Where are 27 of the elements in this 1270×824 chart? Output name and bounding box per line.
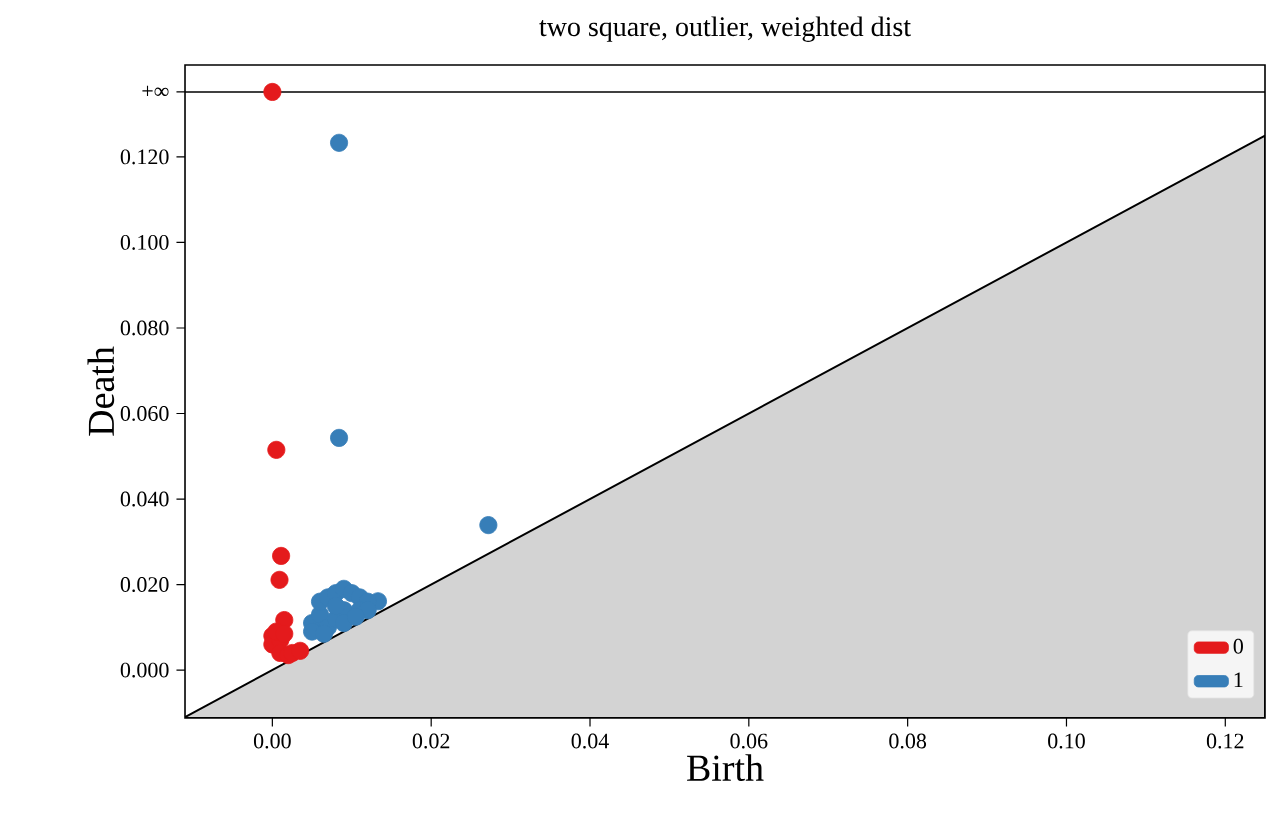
point: [263, 82, 282, 101]
x-tick-label: 0.00: [253, 733, 291, 749]
y-axis-title: Death: [87, 346, 115, 436]
point: [267, 440, 286, 459]
x-tick-label: 0.10: [1048, 733, 1085, 749]
chart-title: two square, outlier, weighted dist: [539, 16, 911, 42]
x-tick-label: 0.08: [889, 733, 927, 749]
y-tick-label: +∞: [142, 85, 169, 96]
y-tick-label: 0.000: [120, 662, 169, 678]
legend-label: 1: [1234, 672, 1243, 687]
point: [330, 133, 349, 152]
point: [270, 570, 289, 589]
x-tick-label: 0.04: [571, 733, 609, 749]
y-tick-label: 0.100: [120, 235, 169, 250]
x-tick-label: 0.02: [412, 733, 450, 749]
point: [272, 546, 291, 565]
point: [479, 516, 498, 535]
x-tick-label: 0.06: [730, 733, 768, 749]
y-tick-label: 0.020: [120, 577, 169, 593]
y-tick-label: 0.060: [120, 406, 169, 421]
point: [330, 428, 349, 447]
legend-label: 0: [1233, 638, 1243, 654]
y-tick-label: 0.080: [120, 320, 169, 336]
y-tick-label: 0.120: [120, 149, 169, 165]
y-tick-label: 0.040: [120, 491, 169, 507]
x-tick-label: 0.12: [1206, 733, 1244, 749]
x-axis-title: Birth: [687, 754, 764, 781]
